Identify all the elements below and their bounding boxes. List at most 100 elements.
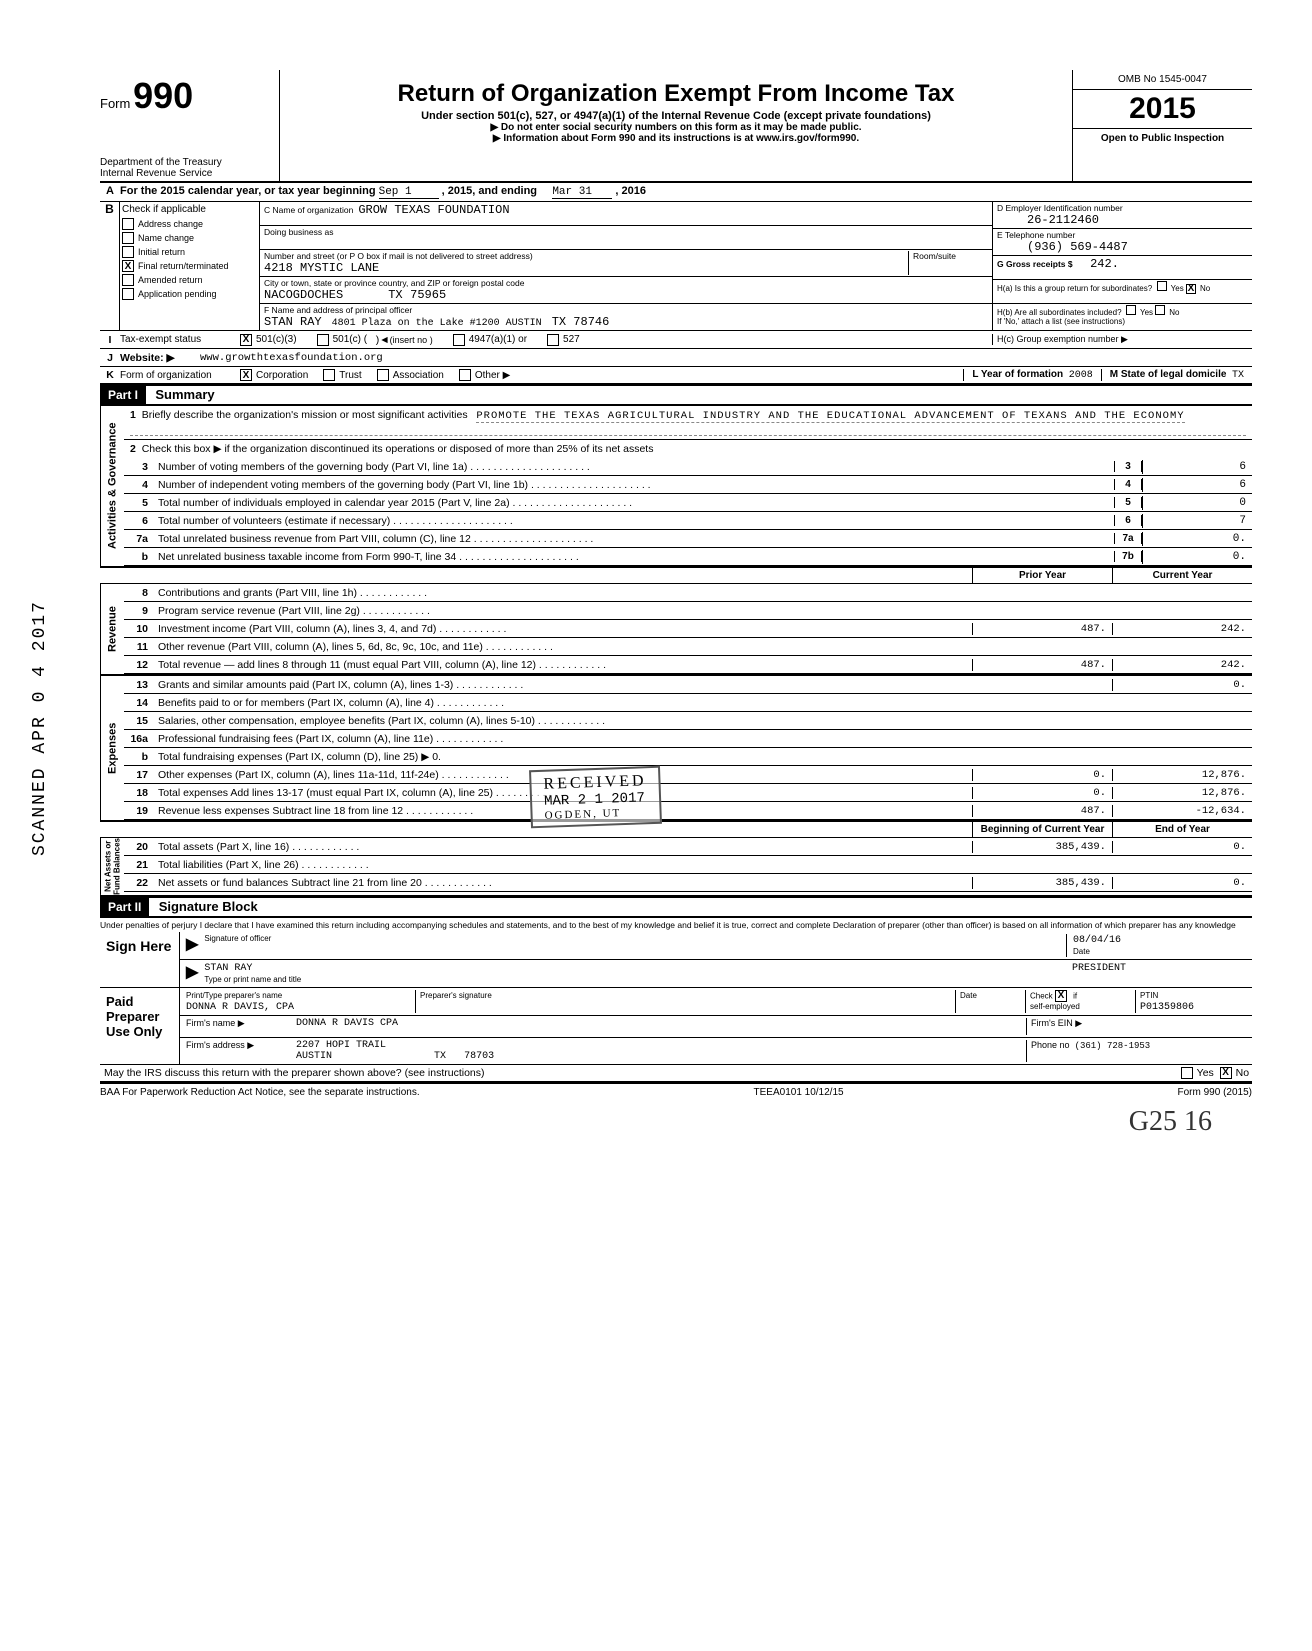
sign-date[interactable]: 08/04/16 bbox=[1073, 935, 1121, 946]
row-19: 19Revenue less expenses Subtract line 18… bbox=[124, 802, 1252, 820]
begin-end-header: Beginning of Current Year End of Year bbox=[100, 822, 1252, 838]
end-hdr: End of Year bbox=[1112, 822, 1252, 837]
discuss-no[interactable]: X bbox=[1220, 1067, 1232, 1079]
expenses-section: Expenses 13Grants and similar amounts pa… bbox=[100, 676, 1252, 822]
summary-row-3: 3Number of voting members of the governi… bbox=[124, 458, 1252, 476]
chk-initial-return[interactable]: Initial return bbox=[120, 245, 259, 259]
self-employed-check[interactable]: X bbox=[1055, 990, 1067, 1002]
vert-activities: Activities & Governance bbox=[100, 406, 124, 566]
prior-year-hdr: Prior Year bbox=[972, 568, 1112, 583]
part1-title: Summary bbox=[149, 387, 214, 402]
irs-label: Internal Revenue Service bbox=[100, 168, 271, 179]
firm-address-1[interactable]: 2207 HOPI TRAIL bbox=[296, 1040, 386, 1051]
ha-lbl: H(a) Is this a group return for subordin… bbox=[997, 284, 1152, 293]
row-16a: 16aProfessional fundraising fees (Part I… bbox=[124, 730, 1252, 748]
l1-lbl: Briefly describe the organization's miss… bbox=[142, 409, 468, 421]
received-stamp: RECEIVED MAR 2 1 2017 OGDEN, UT bbox=[529, 766, 662, 829]
discuss-question: May the IRS discuss this return with the… bbox=[100, 1067, 1181, 1079]
j-lbl: Website: ▶ bbox=[120, 352, 200, 364]
year-formation[interactable]: 2008 bbox=[1069, 370, 1093, 381]
section-bcdefgh: B Check if applicable Address change Nam… bbox=[100, 202, 1252, 331]
d-lbl: D Employer Identification number bbox=[997, 203, 1123, 213]
year-end[interactable]: Mar 31 bbox=[552, 186, 612, 199]
part2-header: Part II Signature Block bbox=[100, 897, 1252, 918]
officer-name[interactable]: STAN RAY bbox=[264, 315, 322, 329]
chk-pending[interactable]: Application pending bbox=[120, 287, 259, 301]
k-lbl: Form of organization bbox=[120, 370, 240, 381]
row-10: 10Investment income (Part VIII, column (… bbox=[124, 620, 1252, 638]
row-11: 11Other revenue (Part VIII, column (A), … bbox=[124, 638, 1252, 656]
revenue-section: Revenue 8Contributions and grants (Part … bbox=[100, 584, 1252, 676]
phone[interactable]: (936) 569-4487 bbox=[997, 240, 1128, 254]
paid-preparer-label: Paid Preparer Use Only bbox=[100, 988, 180, 1064]
firm-ein-lbl: Firm's EIN ▶ bbox=[1026, 1018, 1246, 1035]
street-address[interactable]: 4218 MYSTIC LANE bbox=[264, 261, 379, 275]
subtitle-2a: ▶ Do not enter social security numbers o… bbox=[290, 122, 1062, 133]
chk-address-change[interactable]: Address change bbox=[120, 217, 259, 231]
chk-final-return[interactable]: XFinal return/terminated bbox=[120, 259, 259, 273]
firm-phone[interactable]: (361) 728-1953 bbox=[1075, 1041, 1151, 1051]
mission-text[interactable]: PROMOTE THE TEXAS AGRICULTURAL INDUSTRY … bbox=[476, 410, 1184, 423]
row-15: 15Salaries, other compensation, employee… bbox=[124, 712, 1252, 730]
rowa-mid: , 2015, and ending bbox=[442, 185, 537, 197]
org-name[interactable]: GROW TEXAS FOUNDATION bbox=[358, 203, 509, 217]
firm-name[interactable]: DONNA R DAVIS CPA bbox=[296, 1018, 1026, 1035]
discuss-yes[interactable] bbox=[1181, 1067, 1193, 1079]
row-14: 14Benefits paid to or for members (Part … bbox=[124, 694, 1252, 712]
footer-right: Form 990 (2015) bbox=[1178, 1087, 1252, 1098]
gross-receipts[interactable]: 242. bbox=[1090, 257, 1119, 271]
row-13: 13Grants and similar amounts paid (Part … bbox=[124, 676, 1252, 694]
b-header: Check if applicable bbox=[120, 202, 259, 217]
form-word: Form bbox=[100, 96, 130, 111]
ein[interactable]: 26-2112460 bbox=[997, 213, 1099, 227]
sign-here-label: Sign Here bbox=[100, 932, 180, 987]
l-lbl: L Year of formation bbox=[972, 369, 1063, 380]
state[interactable]: TX bbox=[388, 288, 402, 302]
summary-row-5: 5Total number of individuals employed in… bbox=[124, 494, 1252, 512]
room-lbl: Room/suite bbox=[913, 251, 956, 261]
subtitle-1: Under section 501(c), 527, or 4947(a)(1)… bbox=[290, 110, 1062, 122]
rowa-text1: For the 2015 calendar year, or tax year … bbox=[120, 185, 376, 197]
addr-lbl: Number and street (or P O box if mail is… bbox=[264, 251, 533, 261]
sign-here-block: Sign Here ▶ Signature of officer 08/04/1… bbox=[100, 932, 1252, 988]
footer-left: BAA For Paperwork Reduction Act Notice, … bbox=[100, 1087, 420, 1098]
501c3[interactable]: 501(c)(3) bbox=[256, 334, 297, 345]
perjury-statement: Under penalties of perjury I declare tha… bbox=[100, 918, 1252, 932]
part1-num: Part I bbox=[100, 386, 146, 404]
officer-print-name[interactable]: STAN RAY bbox=[204, 963, 252, 974]
chk-name-change[interactable]: Name change bbox=[120, 231, 259, 245]
zip[interactable]: 75965 bbox=[410, 288, 446, 302]
omb-number: OMB No 1545-0047 bbox=[1073, 70, 1252, 90]
summary-row-4: 4Number of independent voting members of… bbox=[124, 476, 1252, 494]
form-header: Form 990 Department of the Treasury Inte… bbox=[100, 70, 1252, 183]
e-lbl: E Telephone number bbox=[997, 230, 1075, 240]
row-18: 18Total expenses Add lines 13-17 (must e… bbox=[124, 784, 1252, 802]
part2-title: Signature Block bbox=[153, 899, 258, 914]
sig-officer-lbl: Signature of officer bbox=[204, 934, 1066, 943]
year-begin[interactable]: Sep 1 bbox=[379, 186, 439, 199]
row-21: 21Total liabilities (Part X, line 26) . … bbox=[124, 856, 1252, 874]
website[interactable]: www.growthtexasfoundation.org bbox=[200, 352, 383, 364]
preparer-name[interactable]: DONNA R DAVIS, CPA bbox=[186, 1002, 294, 1013]
summary-row-7a: 7aTotal unrelated business revenue from … bbox=[124, 530, 1252, 548]
page-footer: BAA For Paperwork Reduction Act Notice, … bbox=[100, 1083, 1252, 1098]
officer-state[interactable]: TX 78746 bbox=[552, 315, 610, 329]
current-year-hdr: Current Year bbox=[1112, 568, 1252, 583]
row-12: 12Total revenue — add lines 8 through 11… bbox=[124, 656, 1252, 674]
row-20: 20Total assets (Part X, line 16) . . . .… bbox=[124, 838, 1252, 856]
summary-row-7b: bNet unrelated business taxable income f… bbox=[124, 548, 1252, 566]
form-number: 990 bbox=[133, 75, 193, 116]
tax-year: 2015 bbox=[1073, 90, 1252, 129]
officer-title[interactable]: PRESIDENT bbox=[1072, 963, 1126, 974]
chk-amended[interactable]: Amended return bbox=[120, 273, 259, 287]
g-lbl: G Gross receipts $ bbox=[997, 259, 1073, 269]
form-title: Return of Organization Exempt From Incom… bbox=[290, 80, 1062, 108]
row-b: bTotal fundraising expenses (Part IX, co… bbox=[124, 748, 1252, 766]
dba-lbl: Doing business as bbox=[264, 227, 333, 237]
state-domicile[interactable]: TX bbox=[1232, 370, 1244, 381]
officer-addr[interactable]: 4801 Plaza on the Lake #1200 AUSTIN bbox=[332, 318, 542, 329]
part1-header: Part I Summary bbox=[100, 385, 1252, 406]
ptin[interactable]: P01359806 bbox=[1140, 1002, 1194, 1013]
firm-city[interactable]: AUSTIN bbox=[296, 1051, 332, 1062]
city[interactable]: NACOGDOCHES bbox=[264, 288, 343, 302]
